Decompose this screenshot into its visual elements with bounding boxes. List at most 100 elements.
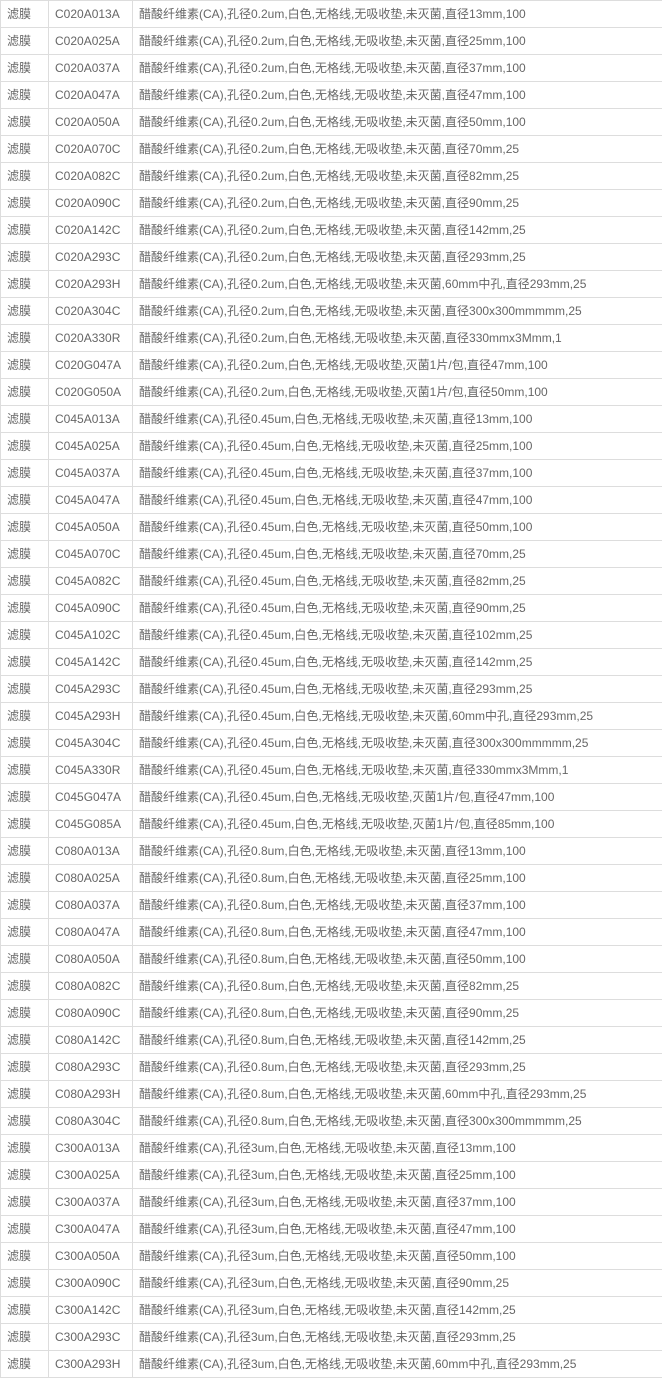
cell-description: 醋酸纤维素(CA),孔径0.45um,白色,无格线,无吸收垫,未灭菌,直径70m… — [133, 541, 662, 568]
cell-description: 醋酸纤维素(CA),孔径0.2um,白色,无格线,无吸收垫,未灭菌,直径37mm… — [133, 55, 662, 82]
cell-category: 滤膜 — [1, 1324, 49, 1351]
cell-description: 醋酸纤维素(CA),孔径0.8um,白色,无格线,无吸收垫,未灭菌,直径90mm… — [133, 1000, 662, 1027]
cell-code: C045A293H — [49, 703, 133, 730]
table-row: 滤膜C300A293H醋酸纤维素(CA),孔径3um,白色,无格线,无吸收垫,未… — [1, 1351, 662, 1378]
cell-description: 醋酸纤维素(CA),孔径0.45um,白色,无格线,无吸收垫,灭菌1片/包,直径… — [133, 811, 662, 838]
cell-category: 滤膜 — [1, 460, 49, 487]
table-row: 滤膜C080A013A醋酸纤维素(CA),孔径0.8um,白色,无格线,无吸收垫… — [1, 838, 662, 865]
cell-category: 滤膜 — [1, 919, 49, 946]
cell-category: 滤膜 — [1, 1000, 49, 1027]
table-row: 滤膜C300A293C醋酸纤维素(CA),孔径3um,白色,无格线,无吸收垫,未… — [1, 1324, 662, 1351]
cell-category: 滤膜 — [1, 622, 49, 649]
table-row: 滤膜C080A293H醋酸纤维素(CA),孔径0.8um,白色,无格线,无吸收垫… — [1, 1081, 662, 1108]
cell-code: C080A037A — [49, 892, 133, 919]
cell-category: 滤膜 — [1, 1, 49, 28]
cell-code: C300A050A — [49, 1243, 133, 1270]
table-row: 滤膜C045A082C醋酸纤维素(CA),孔径0.45um,白色,无格线,无吸收… — [1, 568, 662, 595]
cell-description: 醋酸纤维素(CA),孔径0.2um,白色,无格线,无吸收垫,未灭菌,直径90mm… — [133, 190, 662, 217]
table-row: 滤膜C080A304C醋酸纤维素(CA),孔径0.8um,白色,无格线,无吸收垫… — [1, 1108, 662, 1135]
table-row: 滤膜C045A330R醋酸纤维素(CA),孔径0.45um,白色,无格线,无吸收… — [1, 757, 662, 784]
cell-code: C020A293H — [49, 271, 133, 298]
cell-description: 醋酸纤维素(CA),孔径0.45um,白色,无格线,无吸收垫,未灭菌,直径82m… — [133, 568, 662, 595]
cell-description: 醋酸纤维素(CA),孔径0.45um,白色,无格线,无吸收垫,未灭菌,直径37m… — [133, 460, 662, 487]
cell-category: 滤膜 — [1, 811, 49, 838]
product-table-body: 滤膜C020A013A醋酸纤维素(CA),孔径0.2um,白色,无格线,无吸收垫… — [1, 1, 662, 1378]
table-row: 滤膜C300A025A醋酸纤维素(CA),孔径3um,白色,无格线,无吸收垫,未… — [1, 1162, 662, 1189]
cell-description: 醋酸纤维素(CA),孔径0.2um,白色,无格线,无吸收垫,未灭菌,直径13mm… — [133, 1, 662, 28]
cell-category: 滤膜 — [1, 163, 49, 190]
cell-description: 醋酸纤维素(CA),孔径0.2um,白色,无格线,无吸收垫,灭菌1片/包,直径5… — [133, 379, 662, 406]
cell-description: 醋酸纤维素(CA),孔径0.8um,白色,无格线,无吸收垫,未灭菌,直径82mm… — [133, 973, 662, 1000]
cell-description: 醋酸纤维素(CA),孔径0.45um,白色,无格线,无吸收垫,未灭菌,直径47m… — [133, 487, 662, 514]
cell-description: 醋酸纤维素(CA),孔径3um,白色,无格线,无吸收垫,未灭菌,直径50mm,1… — [133, 1243, 662, 1270]
cell-code: C020A050A — [49, 109, 133, 136]
table-row: 滤膜C020A050A醋酸纤维素(CA),孔径0.2um,白色,无格线,无吸收垫… — [1, 109, 662, 136]
cell-code: C020A013A — [49, 1, 133, 28]
table-row: 滤膜C045A050A醋酸纤维素(CA),孔径0.45um,白色,无格线,无吸收… — [1, 514, 662, 541]
table-row: 滤膜C020A142C醋酸纤维素(CA),孔径0.2um,白色,无格线,无吸收垫… — [1, 217, 662, 244]
cell-code: C045A102C — [49, 622, 133, 649]
cell-category: 滤膜 — [1, 55, 49, 82]
cell-category: 滤膜 — [1, 838, 49, 865]
cell-description: 醋酸纤维素(CA),孔径0.45um,白色,无格线,无吸收垫,未灭菌,直径142… — [133, 649, 662, 676]
cell-code: C020A330R — [49, 325, 133, 352]
cell-code: C300A090C — [49, 1270, 133, 1297]
cell-code: C045A090C — [49, 595, 133, 622]
cell-category: 滤膜 — [1, 487, 49, 514]
cell-category: 滤膜 — [1, 703, 49, 730]
cell-category: 滤膜 — [1, 1270, 49, 1297]
cell-description: 醋酸纤维素(CA),孔径3um,白色,无格线,无吸收垫,未灭菌,直径142mm,… — [133, 1297, 662, 1324]
cell-code: C045A050A — [49, 514, 133, 541]
table-row: 滤膜C080A050A醋酸纤维素(CA),孔径0.8um,白色,无格线,无吸收垫… — [1, 946, 662, 973]
cell-category: 滤膜 — [1, 757, 49, 784]
cell-code: C045A142C — [49, 649, 133, 676]
cell-code: C045G047A — [49, 784, 133, 811]
table-row: 滤膜C020G047A醋酸纤维素(CA),孔径0.2um,白色,无格线,无吸收垫… — [1, 352, 662, 379]
table-row: 滤膜C080A090C醋酸纤维素(CA),孔径0.8um,白色,无格线,无吸收垫… — [1, 1000, 662, 1027]
table-row: 滤膜C045G047A醋酸纤维素(CA),孔径0.45um,白色,无格线,无吸收… — [1, 784, 662, 811]
cell-category: 滤膜 — [1, 973, 49, 1000]
cell-description: 醋酸纤维素(CA),孔径0.2um,白色,无格线,无吸收垫,未灭菌,直径142m… — [133, 217, 662, 244]
cell-category: 滤膜 — [1, 1108, 49, 1135]
cell-code: C020G047A — [49, 352, 133, 379]
cell-category: 滤膜 — [1, 649, 49, 676]
table-row: 滤膜C045A070C醋酸纤维素(CA),孔径0.45um,白色,无格线,无吸收… — [1, 541, 662, 568]
cell-code: C045A070C — [49, 541, 133, 568]
table-row: 滤膜C080A047A醋酸纤维素(CA),孔径0.8um,白色,无格线,无吸收垫… — [1, 919, 662, 946]
cell-code: C045A304C — [49, 730, 133, 757]
cell-description: 醋酸纤维素(CA),孔径3um,白色,无格线,无吸收垫,未灭菌,直径90mm,2… — [133, 1270, 662, 1297]
cell-category: 滤膜 — [1, 1216, 49, 1243]
cell-description: 醋酸纤维素(CA),孔径0.2um,白色,无格线,无吸收垫,未灭菌,直径50mm… — [133, 109, 662, 136]
cell-description: 醋酸纤维素(CA),孔径3um,白色,无格线,无吸收垫,未灭菌,直径293mm,… — [133, 1324, 662, 1351]
cell-description: 醋酸纤维素(CA),孔径0.2um,白色,无格线,无吸收垫,未灭菌,直径82mm… — [133, 163, 662, 190]
cell-code: C080A050A — [49, 946, 133, 973]
cell-category: 滤膜 — [1, 1297, 49, 1324]
cell-code: C045A037A — [49, 460, 133, 487]
table-row: 滤膜C020A013A醋酸纤维素(CA),孔径0.2um,白色,无格线,无吸收垫… — [1, 1, 662, 28]
table-row: 滤膜C300A047A醋酸纤维素(CA),孔径3um,白色,无格线,无吸收垫,未… — [1, 1216, 662, 1243]
cell-description: 醋酸纤维素(CA),孔径0.45um,白色,无格线,无吸收垫,灭菌1片/包,直径… — [133, 784, 662, 811]
cell-description: 醋酸纤维素(CA),孔径0.2um,白色,无格线,无吸收垫,未灭菌,60mm中孔… — [133, 271, 662, 298]
cell-description: 醋酸纤维素(CA),孔径0.45um,白色,无格线,无吸收垫,未灭菌,直径330… — [133, 757, 662, 784]
cell-category: 滤膜 — [1, 541, 49, 568]
cell-description: 醋酸纤维素(CA),孔径0.2um,白色,无格线,无吸收垫,未灭菌,直径70mm… — [133, 136, 662, 163]
cell-category: 滤膜 — [1, 1243, 49, 1270]
cell-code: C300A037A — [49, 1189, 133, 1216]
cell-description: 醋酸纤维素(CA),孔径0.45um,白色,无格线,无吸收垫,未灭菌,直径25m… — [133, 433, 662, 460]
cell-description: 醋酸纤维素(CA),孔径0.2um,白色,无格线,无吸收垫,灭菌1片/包,直径4… — [133, 352, 662, 379]
cell-description: 醋酸纤维素(CA),孔径0.8um,白色,无格线,无吸收垫,未灭菌,直径37mm… — [133, 892, 662, 919]
cell-description: 醋酸纤维素(CA),孔径3um,白色,无格线,无吸收垫,未灭菌,直径47mm,1… — [133, 1216, 662, 1243]
table-row: 滤膜C300A050A醋酸纤维素(CA),孔径3um,白色,无格线,无吸收垫,未… — [1, 1243, 662, 1270]
cell-code: C080A082C — [49, 973, 133, 1000]
cell-description: 醋酸纤维素(CA),孔径0.2um,白色,无格线,无吸收垫,未灭菌,直径300x… — [133, 298, 662, 325]
cell-category: 滤膜 — [1, 1027, 49, 1054]
cell-code: C080A293H — [49, 1081, 133, 1108]
cell-category: 滤膜 — [1, 325, 49, 352]
cell-description: 醋酸纤维素(CA),孔径3um,白色,无格线,无吸收垫,未灭菌,直径37mm,1… — [133, 1189, 662, 1216]
table-row: 滤膜C080A142C醋酸纤维素(CA),孔径0.8um,白色,无格线,无吸收垫… — [1, 1027, 662, 1054]
table-row: 滤膜C080A037A醋酸纤维素(CA),孔径0.8um,白色,无格线,无吸收垫… — [1, 892, 662, 919]
cell-description: 醋酸纤维素(CA),孔径0.45um,白色,无格线,无吸收垫,未灭菌,直径293… — [133, 676, 662, 703]
cell-code: C300A025A — [49, 1162, 133, 1189]
table-row: 滤膜C020G050A醋酸纤维素(CA),孔径0.2um,白色,无格线,无吸收垫… — [1, 379, 662, 406]
cell-category: 滤膜 — [1, 217, 49, 244]
